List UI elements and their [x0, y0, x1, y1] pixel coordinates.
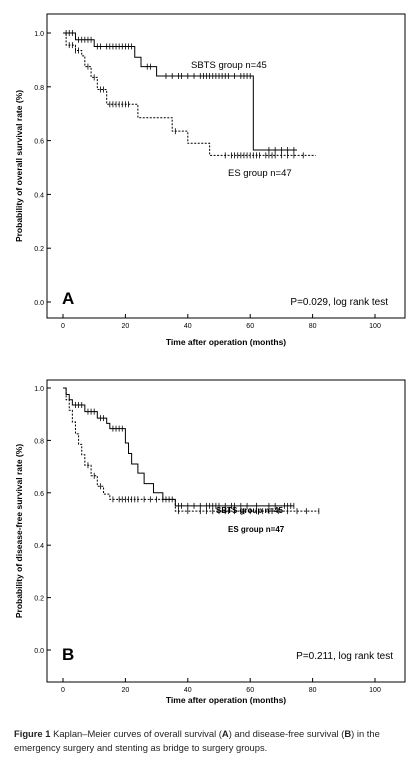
y-tick-label: 0.0	[34, 300, 44, 307]
log-rank-annotation: P=0.029, log rank test	[290, 297, 388, 308]
disease-free-survival-chart: 0.0 0.2 0.4 0.6 0.8 1.0 0 20 40 60 80 100 Time after…	[14, 379, 406, 705]
x-tick-label: 60	[246, 687, 254, 694]
overall-survival-chart: 0.0 0.2 0.4 0.6 0.8 1.0 0 20 40 60 80 100 Time after…	[14, 13, 406, 347]
y-tick-label: 0.8	[34, 438, 44, 445]
x-tick-label: 100	[369, 687, 381, 694]
caption-b: B	[344, 728, 352, 739]
series-label-es: ES group n=47	[228, 168, 292, 179]
x-tick-label: 40	[184, 323, 192, 330]
panel-letter: B	[62, 645, 74, 664]
caption-text-1: Kaplan–Meier curves of overall survival …	[50, 728, 222, 739]
x-tick-label: 80	[309, 687, 317, 694]
x-axis-label: Time after operation (months)	[166, 337, 286, 347]
y-tick-label: 1.0	[34, 386, 44, 393]
caption-label: Figure 1	[14, 728, 51, 739]
plot-frame	[46, 379, 406, 683]
y-tick-label: 0.4	[34, 192, 44, 199]
x-axis-label: Time after operation (months)	[166, 695, 286, 705]
y-axis-label: Probability of overall survival rate (%)	[14, 90, 24, 242]
series-line-sbts	[63, 387, 294, 507]
y-tick-label: 0.4	[34, 543, 44, 550]
series-line-es	[63, 32, 316, 156]
x-tick-label: 20	[122, 687, 130, 694]
panel-letter: A	[62, 289, 74, 308]
y-tick-label: 0.0	[34, 648, 44, 655]
y-tick-label: 0.8	[34, 85, 44, 92]
series-label-es: ES group n=47	[228, 525, 285, 534]
series-label-sbts: SBTS group n=45	[191, 60, 267, 71]
caption-text-3: ) in the emergency surgery and stenting …	[14, 728, 380, 753]
x-tick-label: 0	[61, 687, 65, 694]
panel-b-disease-free-survival: 0.0 0.2 0.4 0.6 0.8 1.0 0 20 40 60 80 100 Time after…	[0, 362, 413, 720]
x-tick-label: 60	[246, 323, 254, 330]
series-line-sbts	[63, 32, 297, 151]
x-tick-label: 100	[369, 323, 381, 330]
log-rank-annotation: P=0.211, log rank test	[296, 651, 393, 662]
figure-caption: Figure 1 Kaplan–Meier curves of overall …	[14, 727, 406, 755]
y-tick-label: 0.6	[34, 491, 44, 498]
x-tick-label: 80	[309, 323, 317, 330]
y-tick-label: 0.6	[34, 139, 44, 146]
x-tick-label: 40	[184, 687, 192, 694]
caption-a: A	[221, 728, 229, 739]
series-line-es	[63, 387, 319, 512]
y-axis-label: Probability of disease-free survival rat…	[14, 444, 24, 618]
panel-a-overall-survival: 0.0 0.2 0.4 0.6 0.8 1.0 0 20 40 60 80 100 Time after…	[0, 0, 413, 362]
caption-text-2: ) and disease-free survival (	[228, 728, 345, 739]
y-tick-label: 0.2	[34, 596, 44, 603]
y-tick-label: 1.0	[34, 31, 44, 38]
plot-frame	[46, 13, 406, 319]
y-tick-label: 0.2	[34, 246, 44, 253]
series-label-sbts: SBTS group n=45	[216, 506, 283, 515]
x-tick-label: 20	[122, 323, 130, 330]
x-tick-label: 0	[61, 323, 65, 330]
